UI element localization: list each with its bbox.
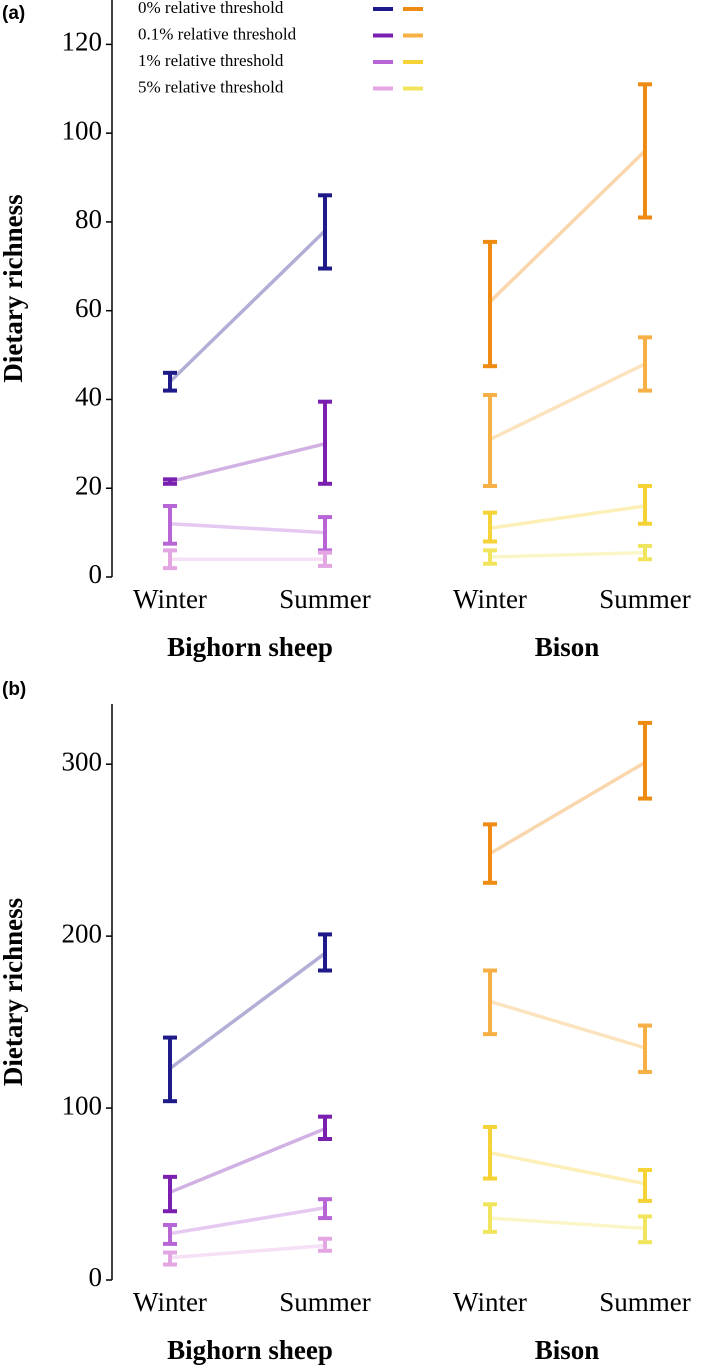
y-tick-label: 100: [62, 115, 103, 145]
y-tick-label: 0: [89, 1262, 103, 1292]
y-tick-label: 200: [62, 918, 103, 948]
x-tick-label: Winter: [453, 1287, 527, 1317]
y-tick-label: 80: [75, 204, 102, 234]
y-tick-label: 0: [89, 559, 103, 589]
legend-label: 5% relative threshold: [138, 77, 284, 96]
trend-line: [489, 1151, 646, 1186]
trend-line: [489, 999, 646, 1050]
legend-label: 0% relative threshold: [138, 0, 284, 17]
x-tick-label: Winter: [453, 584, 527, 614]
y-tick-label: 20: [75, 470, 102, 500]
legend-label: 1% relative threshold: [138, 51, 284, 70]
x-tick-label: Winter: [133, 584, 207, 614]
y-axis-title: Dietary richness: [0, 898, 28, 1086]
panel-label: (a): [2, 3, 25, 24]
trend-line: [169, 1243, 326, 1260]
trend-line: [489, 760, 646, 856]
group-label: Bighorn sheep: [167, 1335, 333, 1365]
legend-label: 0.1% relative threshold: [138, 24, 297, 43]
x-tick-label: Winter: [133, 1287, 207, 1317]
group-label: Bison: [535, 632, 600, 662]
trend-line: [169, 1127, 326, 1194]
y-axis-title: Dietary richness: [0, 194, 28, 382]
x-tick-label: Summer: [279, 1287, 371, 1317]
y-tick-label: 60: [75, 293, 102, 323]
group-label: Bighorn sheep: [167, 632, 333, 662]
y-tick-label: 40: [75, 382, 102, 412]
trend-line: [488, 149, 647, 304]
x-tick-label: Summer: [279, 584, 371, 614]
trend-line: [168, 951, 327, 1070]
y-tick-label: 300: [62, 746, 103, 776]
trend-line: [169, 1206, 326, 1236]
trend-line: [489, 504, 646, 530]
x-tick-label: Summer: [599, 584, 691, 614]
trend-line: [489, 550, 646, 559]
trend-line: [169, 521, 326, 535]
trend-line: [169, 442, 326, 484]
y-tick-label: 120: [62, 27, 103, 57]
trend-line: [168, 229, 327, 383]
group-label: Bison: [535, 1335, 600, 1365]
y-tick-label: 100: [62, 1090, 103, 1120]
trend-line: [489, 362, 646, 441]
panel-label: (b): [2, 679, 26, 700]
trend-line: [489, 1216, 646, 1231]
x-tick-label: Summer: [599, 1287, 691, 1317]
